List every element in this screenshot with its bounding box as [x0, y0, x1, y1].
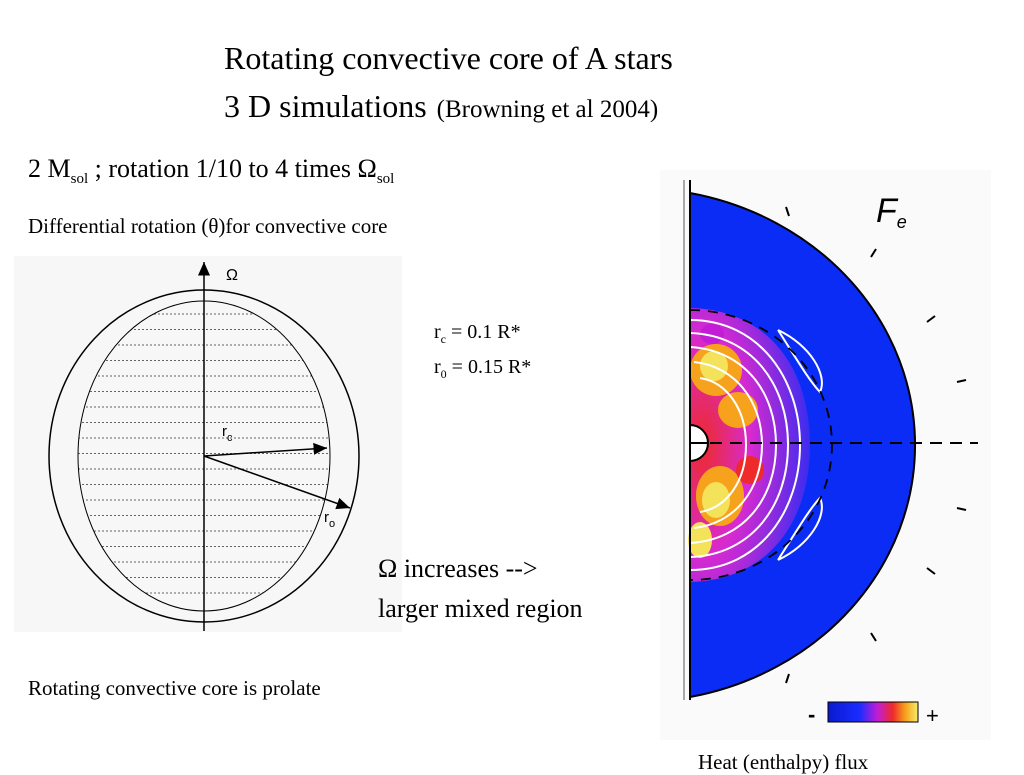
prolate-core-diagram: Ω rc ro — [14, 256, 402, 632]
omega-note-line2: larger mixed region — [378, 594, 583, 623]
slide-title-line2: 3 D simulations (Browning et al 2004) — [224, 86, 658, 130]
colorbar-plus-label: + — [926, 703, 939, 728]
ro-arrow — [203, 455, 351, 510]
param-rc: rc = 0.1 R* — [434, 321, 521, 346]
radius-parameters: rc = 0.1 R* r0 = 0.15 R* — [434, 318, 531, 388]
rc-arrow — [203, 442, 328, 457]
rotation-subscript: sol — [376, 171, 395, 188]
rotation-text: ; rotation 1/10 to 4 times Ω — [88, 154, 377, 183]
differential-rotation-text: Differential rotation (θ)for convective … — [28, 214, 388, 238]
enthalpy-flux-svg: Fe - + — [683, 180, 978, 728]
heat-flux-caption: Heat (enthalpy) flux — [698, 750, 869, 774]
slide-title-citation: (Browning et al 2004) — [436, 96, 659, 123]
omega-increase-note: Ω increases --> larger mixed region — [378, 549, 583, 629]
mass-rotation-subtitle: 2 Msol ; rotation 1/10 to 4 times Ωsol — [28, 154, 394, 188]
mass-text: 2 M — [28, 154, 71, 183]
core-boundary-dashed — [689, 309, 833, 581]
slide-title-line1: Rotating convective core of A stars — [224, 38, 673, 78]
mass-subscript: sol — [70, 171, 89, 188]
rc-label: rc — [222, 423, 233, 444]
fe-panel-label: Fe — [876, 192, 907, 232]
colorbar-minus-label: - — [808, 702, 815, 727]
prolate-core-svg: Ω rc ro — [48, 262, 360, 631]
prolate-text: Rotating convective core is prolate — [28, 676, 321, 700]
omega-axis-label: Ω — [226, 267, 238, 284]
omega-note-line1: Ω increases --> — [378, 554, 538, 583]
ro-label: ro — [324, 509, 335, 530]
param-r0: r0 = 0.15 R* — [434, 356, 532, 381]
slide-title-sim: 3 D simulations — [224, 88, 427, 124]
slide-title-main: Rotating convective core of A stars — [224, 40, 673, 76]
colorbar — [827, 701, 919, 723]
enthalpy-flux-simulation: Fe - + — [660, 170, 991, 740]
boundary-ticks — [785, 206, 967, 684]
